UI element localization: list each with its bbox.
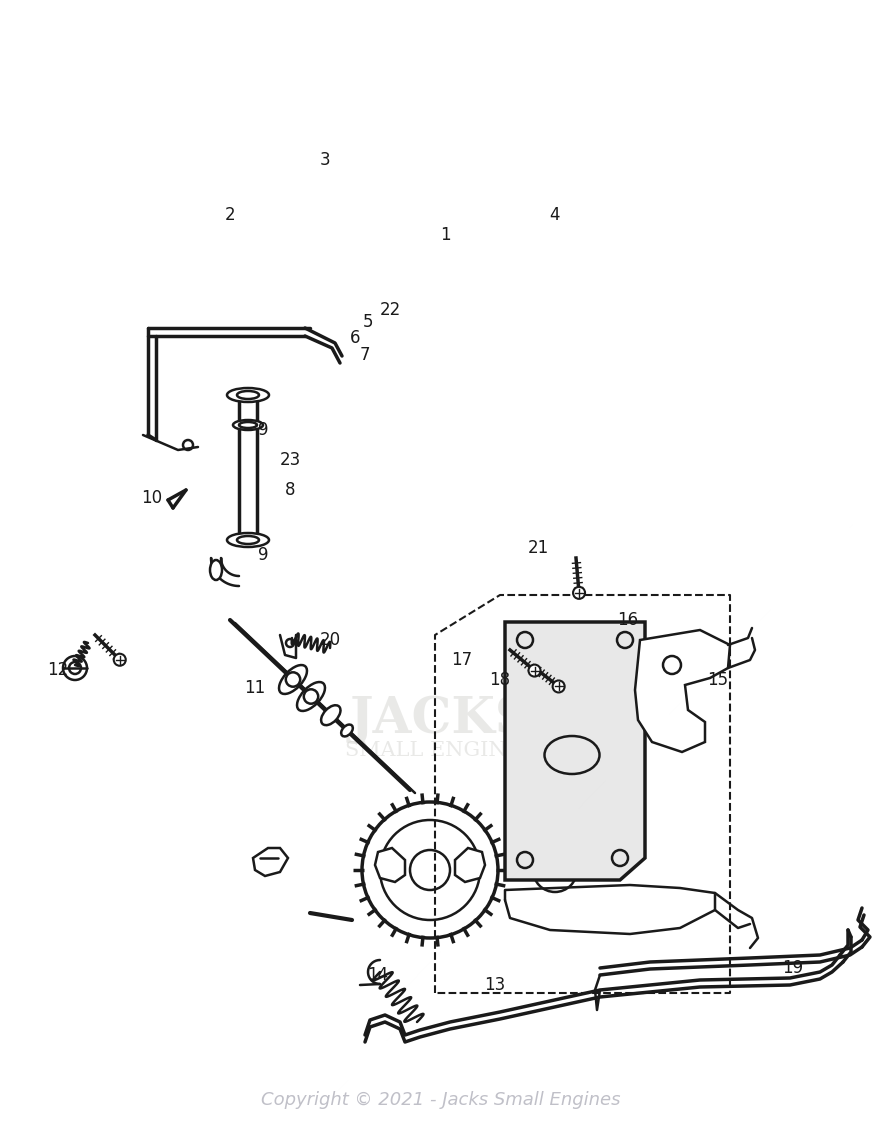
Text: Copyright © 2021 - Jacks Small Engines: Copyright © 2021 - Jacks Small Engines xyxy=(261,1091,621,1109)
Text: 7: 7 xyxy=(359,346,370,364)
Text: 15: 15 xyxy=(707,671,728,689)
Ellipse shape xyxy=(233,420,263,430)
Text: SMALL ENGINES: SMALL ENGINES xyxy=(345,741,537,759)
Ellipse shape xyxy=(297,682,325,711)
Ellipse shape xyxy=(321,705,341,725)
Text: 14: 14 xyxy=(367,966,389,984)
Text: 12: 12 xyxy=(48,661,69,679)
Text: 6: 6 xyxy=(350,329,360,348)
Text: 11: 11 xyxy=(245,679,266,697)
Circle shape xyxy=(553,680,564,693)
Circle shape xyxy=(63,656,87,680)
Text: 1: 1 xyxy=(440,226,450,244)
Text: 9: 9 xyxy=(258,421,268,439)
Polygon shape xyxy=(505,622,645,880)
Text: 22: 22 xyxy=(380,301,401,319)
Text: 23: 23 xyxy=(279,451,300,469)
Text: 3: 3 xyxy=(320,151,330,169)
Ellipse shape xyxy=(341,725,353,736)
Text: 9: 9 xyxy=(258,546,268,564)
Text: 10: 10 xyxy=(141,489,162,507)
Text: 4: 4 xyxy=(550,206,560,224)
Text: 18: 18 xyxy=(489,671,510,689)
Text: 16: 16 xyxy=(617,611,638,629)
Polygon shape xyxy=(375,848,405,882)
Text: 5: 5 xyxy=(363,313,374,331)
Circle shape xyxy=(114,654,125,665)
Ellipse shape xyxy=(227,388,269,401)
Ellipse shape xyxy=(227,533,269,547)
Circle shape xyxy=(573,587,585,599)
Text: 17: 17 xyxy=(451,651,472,669)
Text: 8: 8 xyxy=(284,481,295,499)
Text: JACKS: JACKS xyxy=(350,695,532,744)
Text: 20: 20 xyxy=(320,631,341,649)
Polygon shape xyxy=(253,848,288,876)
Circle shape xyxy=(529,664,540,677)
Text: 21: 21 xyxy=(527,539,548,557)
Text: 19: 19 xyxy=(782,959,804,977)
Text: 13: 13 xyxy=(485,976,506,994)
Polygon shape xyxy=(455,848,485,882)
Polygon shape xyxy=(635,630,730,752)
Ellipse shape xyxy=(279,665,307,694)
Text: 2: 2 xyxy=(224,206,235,224)
Ellipse shape xyxy=(210,560,222,580)
